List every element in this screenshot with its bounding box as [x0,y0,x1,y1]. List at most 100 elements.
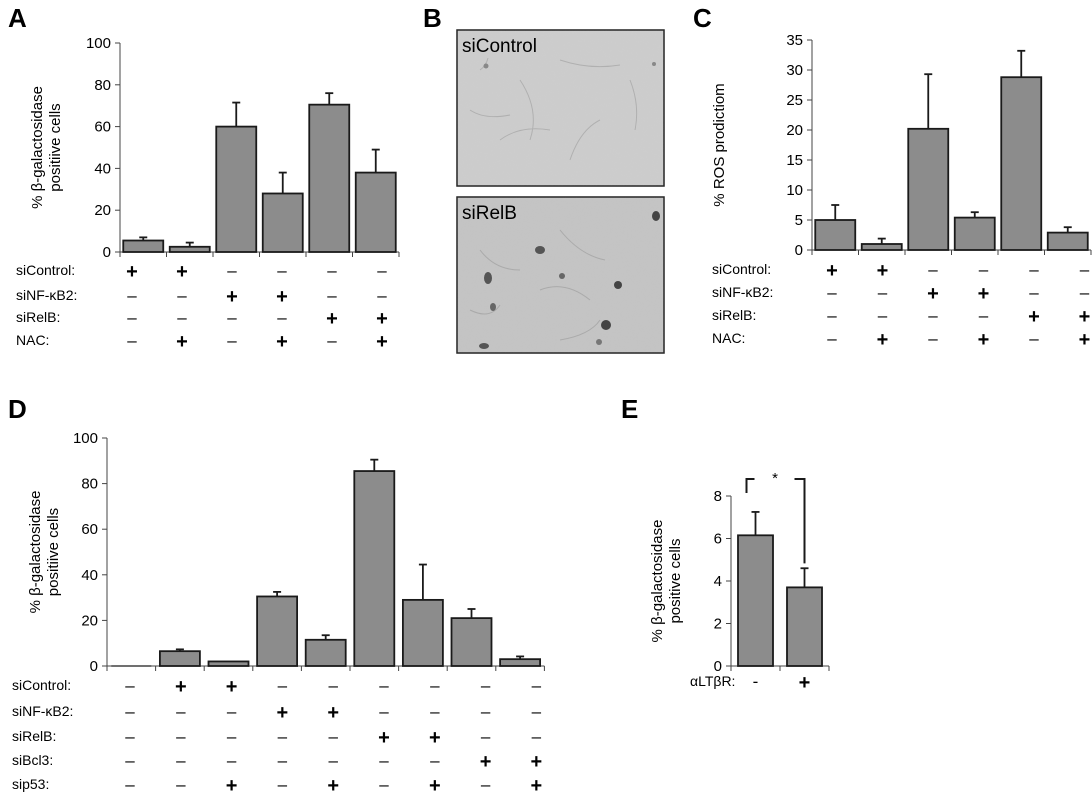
plus-sign: + [327,775,339,797]
minus-sign: – [177,286,187,305]
bar [158,650,201,667]
bar [354,171,397,253]
minus-sign: – [481,702,491,721]
minus-sign: – [327,261,337,280]
minus-sign: – [327,286,337,305]
plus-sign: + [480,751,492,773]
micrograph-sicontrol: siControl [456,29,665,187]
minus-sign: – [1029,329,1039,348]
condition-label: siRelB: [12,728,56,744]
minus-sign: – [481,676,491,695]
minus-sign: – [1080,260,1090,279]
y-tick-label: 80 [81,476,98,493]
y-tick-label: 0 [90,658,98,675]
micrograph-label-sicontrol: siControl [462,36,537,57]
micrograph-label-sirelb: siRelB [462,203,517,224]
y-tick-label: 4 [714,573,722,590]
minus-sign: – [278,751,288,770]
plus-sign: + [376,331,388,353]
condition-label: siBcl3: [12,752,53,768]
micrograph-sirelb: siRelB [456,196,665,354]
condition-label: siControl: [16,262,75,278]
bar [168,245,211,253]
condition-label: siControl: [712,261,771,277]
condition-label: siNF-κB2: [712,284,773,300]
plus-sign: + [429,727,441,749]
y-tick-label: 40 [81,567,98,584]
minus-sign: - [753,672,759,691]
plus-sign: + [877,260,889,282]
minus-sign: – [227,751,237,770]
minus-sign: – [481,775,491,794]
minus-sign: – [227,331,237,350]
minus-sign: – [176,727,186,746]
panel-letter-b: B [423,3,442,33]
y-axis-label: positiive cells [47,103,64,191]
y-tick-label: 6 [714,531,722,548]
significance-marker: * [772,470,778,487]
minus-sign: – [827,283,837,302]
plus-sign: + [175,676,187,698]
bar [261,192,304,253]
y-tick-label: 0 [103,244,111,261]
chart-a: 0 20 40 60 80 100 % β-galactosidase positiive c… [16,35,400,353]
plus-sign: + [531,775,543,797]
minus-sign: – [278,727,288,746]
chart-c: 0 5 10 15 20 25 30 35 % ROS prodictiom siControl:… [711,32,1092,351]
panel-letter-c: C [693,3,712,33]
minus-sign: – [127,286,137,305]
minus-sign: – [127,308,137,327]
plus-sign: + [429,775,441,797]
minus-sign: – [928,329,938,348]
minus-sign: – [1029,283,1039,302]
minus-sign: – [125,775,135,794]
minus-sign: – [878,283,888,302]
y-tick-label: 100 [86,35,111,52]
minus-sign: – [277,261,287,280]
minus-sign: – [979,306,989,325]
plus-sign: + [1079,306,1091,328]
plus-sign: + [978,283,990,305]
bar [308,103,351,253]
bar [860,243,903,251]
chart-e: 0 2 4 6 8 % β-galactosidase positive cells αLTβ… [649,470,830,694]
y-tick-label: 10 [786,182,803,199]
plus-sign: + [1079,329,1091,351]
y-axis-label: % β-galactosidase [649,520,666,643]
minus-sign: – [928,306,938,325]
bar [122,239,165,253]
minus-sign: – [125,727,135,746]
bar [907,127,950,251]
y-tick-label: 20 [94,202,111,219]
minus-sign: – [878,306,888,325]
bar [499,658,542,667]
condition-label: siRelB: [16,309,60,325]
plus-sign: + [877,329,889,351]
plus-sign: + [376,308,388,330]
y-tick-label: 0 [795,242,803,259]
panel-letter-e: E [621,394,638,424]
minus-sign: – [278,775,288,794]
y-tick-label: 30 [786,62,803,79]
plus-sign: + [126,261,138,283]
minus-sign: – [328,727,338,746]
minus-sign: – [327,331,337,350]
bar [215,125,258,253]
plus-sign: + [277,702,289,724]
bar [786,586,823,667]
y-tick-label: 0 [714,658,722,675]
minus-sign: – [532,702,542,721]
plus-sign: + [226,775,238,797]
bar [1046,231,1089,251]
condition-label: siNF-κB2: [16,287,77,303]
plus-sign: + [799,672,811,694]
minus-sign: – [827,306,837,325]
bar [450,617,493,667]
minus-sign: – [177,308,187,327]
minus-sign: – [532,727,542,746]
minus-sign: – [277,308,287,327]
y-axis-label: positiive cells [45,508,62,596]
bar [207,660,250,667]
minus-sign: – [377,286,387,305]
plus-sign: + [276,286,288,308]
